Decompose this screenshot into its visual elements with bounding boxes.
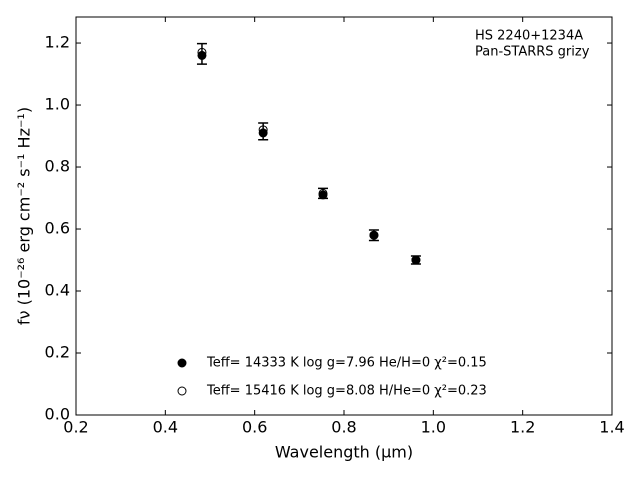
legend-label: Teff= 15416 K log g=8.08 H/He=0 χ²=0.23 (206, 384, 487, 399)
y-tick-label: 0.0 (45, 405, 70, 424)
model-point (318, 190, 328, 200)
y-tick-label: 1.0 (45, 95, 70, 114)
y-tick-label: 0.2 (45, 343, 70, 362)
legend-marker (177, 386, 187, 396)
annotation: Pan-STARRS grizy (475, 45, 590, 60)
x-tick-label: 1.2 (510, 418, 535, 437)
x-tick-label: 1.4 (599, 418, 624, 437)
y-tick-label: 1.2 (45, 33, 70, 52)
x-tick-label: 0.4 (153, 418, 178, 437)
x-tick-label: 0.2 (63, 418, 88, 437)
y-tick-label: 0.8 (45, 157, 70, 176)
legend-label: Teff= 14333 K log g=7.96 He/H=0 χ²=0.15 (206, 356, 487, 371)
x-tick-label: 0.6 (242, 418, 267, 437)
model-point (197, 50, 207, 60)
x-tick-label: 0.8 (331, 418, 356, 437)
x-tick-label: 1.0 (421, 418, 446, 437)
model-point (258, 128, 268, 138)
model-point (369, 230, 379, 240)
y-axis-label: fν (10⁻²⁶ erg cm⁻² s⁻¹ Hz⁻¹) (15, 107, 34, 325)
annotation: HS 2240+1234A (475, 29, 583, 44)
y-tick-label: 0.4 (45, 281, 70, 300)
legend-marker (177, 358, 187, 368)
y-tick-label: 0.6 (45, 219, 70, 238)
x-axis-label: Wavelength (μm) (275, 443, 413, 462)
model-point (411, 255, 421, 265)
